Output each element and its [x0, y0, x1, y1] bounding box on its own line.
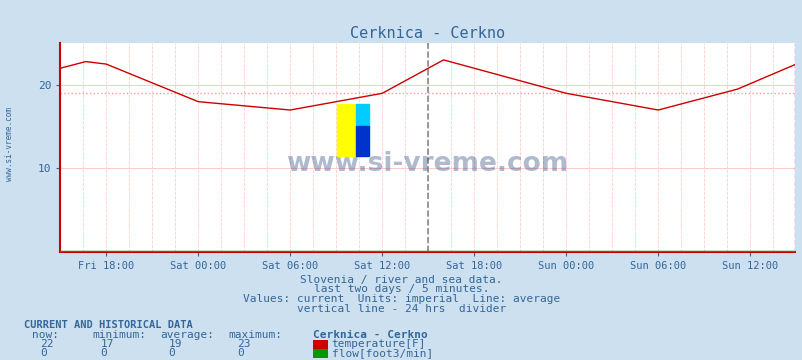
Text: 0: 0 — [40, 348, 47, 359]
Text: average:: average: — [160, 330, 214, 340]
Text: minimum:: minimum: — [92, 330, 146, 340]
Text: 22: 22 — [40, 339, 54, 350]
Text: now:: now: — [32, 330, 59, 340]
Bar — [337, 104, 355, 156]
Bar — [355, 126, 368, 156]
Bar — [355, 104, 368, 127]
Text: www.si-vreme.com: www.si-vreme.com — [286, 151, 568, 177]
Text: 0: 0 — [100, 348, 107, 359]
Text: Cerknica - Cerkno: Cerknica - Cerkno — [313, 330, 427, 340]
Text: 0: 0 — [237, 348, 243, 359]
Text: maximum:: maximum: — [229, 330, 282, 340]
Title: Cerknica - Cerkno: Cerknica - Cerkno — [350, 26, 504, 41]
Text: last two days / 5 minutes.: last two days / 5 minutes. — [314, 284, 488, 294]
Text: 19: 19 — [168, 339, 182, 350]
Text: 17: 17 — [100, 339, 114, 350]
Text: 23: 23 — [237, 339, 250, 350]
Text: Values: current  Units: imperial  Line: average: Values: current Units: imperial Line: av… — [242, 294, 560, 304]
Text: www.si-vreme.com: www.si-vreme.com — [5, 107, 14, 181]
Text: vertical line - 24 hrs  divider: vertical line - 24 hrs divider — [297, 304, 505, 314]
Text: flow[foot3/min]: flow[foot3/min] — [331, 348, 432, 359]
Text: CURRENT AND HISTORICAL DATA: CURRENT AND HISTORICAL DATA — [24, 320, 192, 330]
Text: 0: 0 — [168, 348, 175, 359]
Text: Slovenia / river and sea data.: Slovenia / river and sea data. — [300, 275, 502, 285]
Text: temperature[F]: temperature[F] — [331, 339, 426, 350]
